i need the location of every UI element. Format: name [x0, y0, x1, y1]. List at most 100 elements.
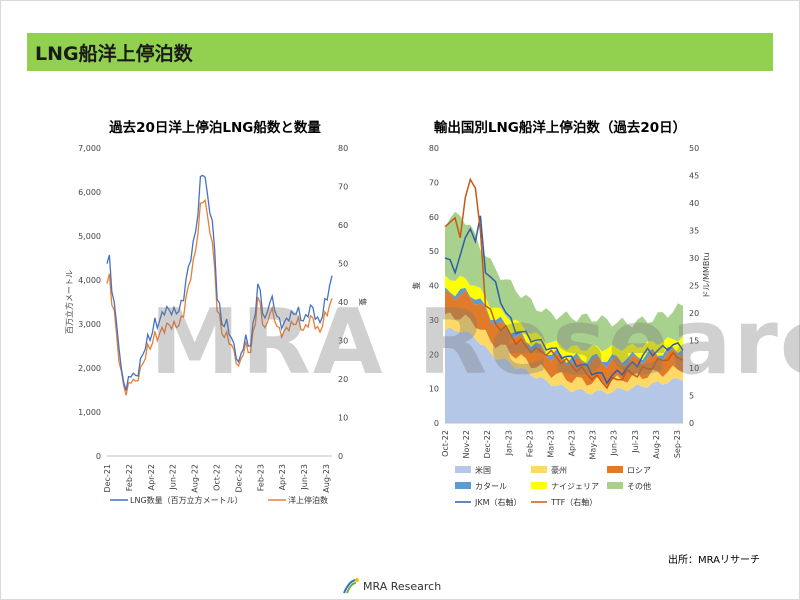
right-y-tick: 10: [689, 364, 699, 373]
area-nigeria: [445, 275, 683, 364]
series-line-jkm: [444, 215, 684, 385]
footer-logo-text: MRA Research: [363, 579, 442, 593]
left-y-tick: 10: [429, 385, 439, 394]
right-y-tick: 0: [689, 419, 694, 428]
right-y-tick: 0: [338, 452, 343, 461]
x-tick: Oct-22: [441, 430, 450, 457]
legend-label-ships: 洋上停泊数: [288, 495, 328, 505]
left-y-tick: 0: [96, 452, 101, 461]
x-tick: Dec-22: [234, 464, 243, 493]
left-y-tick: 5,000: [78, 232, 101, 241]
x-tick: Dec-22: [483, 430, 492, 459]
page-title: LNG船洋上停泊数: [35, 43, 193, 65]
left-y-tick: 7,000: [78, 144, 101, 153]
legend-swatch-us: [455, 466, 471, 473]
left-y-tick: 20: [429, 350, 439, 359]
x-tick: Jun-23: [300, 464, 309, 491]
series-line-ttf: [444, 177, 684, 390]
x-tick: Feb-22: [125, 464, 134, 491]
legend-label-lng: LNG数量（百万立方メートル）: [130, 495, 243, 505]
legend-label-ttf: TTF（右軸）: [550, 497, 597, 507]
x-tick: Nov-22: [462, 430, 471, 458]
legend-label-others: その他: [627, 481, 651, 491]
x-tick: Dec-21: [103, 464, 112, 493]
left-y-tick: 50: [429, 247, 439, 256]
right-y-tick: 45: [689, 172, 699, 181]
legend-swatch-russia: [607, 466, 623, 473]
left-y-tick: 2,000: [78, 364, 101, 373]
right-y-axis-label: ドル/MMBtu: [702, 252, 711, 298]
area-qatar: [445, 287, 683, 368]
left-y-tick: 4,000: [78, 276, 101, 285]
right-y-axis-label: 隻: [358, 298, 368, 306]
right-y-tick: 15: [689, 337, 699, 346]
right-y-tick: 20: [689, 309, 699, 318]
x-tick: Jun-22: [169, 464, 178, 491]
right-y-tick: 50: [338, 260, 348, 269]
series-line-lng: [106, 174, 333, 391]
right-y-tick: 30: [689, 254, 699, 263]
left-chart-title: 過去20日洋上停泊LNG船数と数量: [109, 120, 321, 136]
right-y-tick: 40: [689, 199, 699, 208]
header-band: LNG船洋上停泊数: [27, 33, 773, 71]
right-y-tick: 5: [689, 392, 694, 401]
right-y-tick: 50: [689, 144, 699, 153]
legend-label-australia: 豪州: [551, 465, 567, 475]
right-y-tick: 30: [338, 337, 348, 346]
area-australia: [445, 312, 683, 395]
x-tick: May-23: [589, 430, 598, 459]
right-y-tick: 80: [338, 144, 348, 153]
legend-label-us: 米国: [475, 465, 491, 475]
x-tick: Apr-23: [278, 464, 287, 490]
right-y-tick: 35: [689, 227, 699, 236]
legend-swatch-qatar: [455, 482, 471, 489]
right-y-tick: 60: [338, 221, 348, 230]
area-us: [445, 327, 683, 423]
left-y-tick: 80: [429, 144, 439, 153]
left-y-axis-label: 隻: [411, 282, 421, 290]
left-y-axis-label: 百万立方メートル: [64, 270, 74, 334]
left-y-tick: 60: [429, 213, 439, 222]
legend-label-jkm: JKM（右軸）: [474, 497, 522, 507]
left-y-tick: 1,000: [78, 408, 101, 417]
x-tick: Jul-23: [631, 430, 640, 454]
legend-swatch-others: [607, 482, 623, 489]
left-y-tick: 40: [429, 282, 439, 291]
legend-label-nigeria: ナイジェリア: [551, 482, 599, 491]
left-chart: 0 1,000 2,000 3,000 4,000 5,000 6,000 7,000 0 10 2…: [64, 144, 368, 505]
mra-logo-icon: [343, 578, 359, 594]
footer-logo: MRA Research: [342, 576, 441, 596]
left-y-tick: 3,000: [78, 320, 101, 329]
legend-swatch-nigeria: [531, 482, 547, 489]
x-tick: Apr-22: [147, 464, 156, 490]
x-tick: Oct-22: [213, 464, 222, 491]
left-y-tick: 0: [434, 419, 439, 428]
x-tick: Aug-23: [652, 430, 661, 459]
right-chart: 0 10 20 30 40 50 60 70 80 0 5 10 15 20 25 30 35 40 45 50 Oct…: [411, 144, 711, 507]
x-tick: Aug-22: [191, 464, 200, 493]
x-tick: Jun-23: [610, 430, 619, 457]
left-y-tick: 30: [429, 316, 439, 325]
area-russia: [445, 290, 683, 387]
right-y-tick: 10: [338, 414, 348, 423]
right-y-tick: 25: [689, 282, 699, 291]
series-line-ships: [106, 198, 333, 396]
x-tick: Aug-23: [322, 464, 331, 493]
source-note: 出所：MRAリサーチ: [668, 555, 761, 566]
left-y-tick: 70: [429, 178, 439, 187]
x-tick: Feb-23: [256, 464, 265, 491]
legend-swatch-australia: [531, 466, 547, 473]
x-tick: Sep-23: [673, 430, 682, 458]
right-y-tick: 70: [338, 183, 348, 192]
x-tick: Apr-23: [568, 430, 577, 456]
legend-label-qatar: カタール: [475, 482, 507, 491]
left-y-tick: 6,000: [78, 188, 101, 197]
right-y-tick: 20: [338, 375, 348, 384]
legend-label-russia: ロシア: [627, 466, 651, 475]
x-tick: Jan-23: [504, 430, 513, 456]
right-y-tick: 40: [338, 298, 348, 307]
x-tick: Mar-23: [546, 430, 555, 458]
right-chart-title: 輸出国別LNG船洋上停泊数（過去20日）: [433, 120, 687, 136]
x-tick: Feb-23: [525, 430, 534, 457]
area-others: [445, 211, 683, 352]
